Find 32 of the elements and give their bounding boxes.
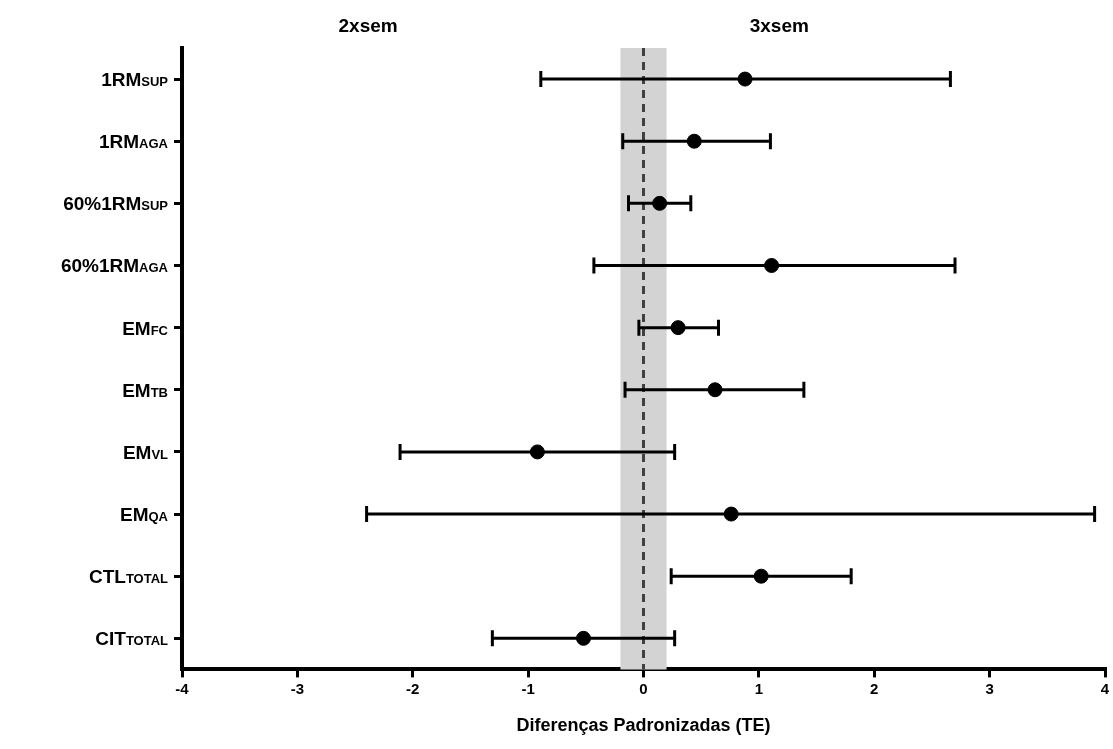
text: 2xsem: [338, 15, 398, 36]
x-tick-label: 0: [639, 679, 648, 697]
y-tick-label: EMFC: [122, 317, 169, 339]
x-tick-label: 4: [1100, 679, 1110, 697]
x-tick-label: -3: [290, 679, 305, 697]
point: [737, 71, 753, 87]
point: [670, 320, 686, 336]
y-tick-label: EMTB: [122, 379, 169, 401]
point: [686, 133, 702, 149]
x-axis-title: Diferenças Padronizadas (TE): [516, 715, 771, 736]
point: [723, 506, 739, 522]
x-tick-label: -4: [175, 679, 190, 697]
point: [707, 382, 723, 398]
x-tick-label: -1: [521, 679, 535, 697]
x-tick-label: 1: [754, 679, 764, 697]
x-tick-label: -2: [406, 679, 420, 697]
y-tick-label: 60%1RMAGA: [60, 255, 169, 277]
x-tick-label: 2: [870, 679, 879, 697]
y-tick-label: 1RMSUP: [101, 69, 169, 91]
x-tick-label: 3: [985, 679, 994, 697]
y-tick-label: CITTOTAL: [95, 628, 169, 650]
text: 3xsem: [749, 15, 809, 36]
y-tick-label: EMVL: [122, 441, 169, 463]
point: [753, 568, 769, 584]
y-tick-label: EMQA: [120, 504, 169, 526]
point: [652, 195, 668, 211]
y-tick-label: CTLTOTAL: [88, 566, 169, 588]
point: [576, 630, 592, 646]
y-tick-label: 1RMAGA: [99, 131, 169, 153]
y-tick-label: 60%1RMSUP: [63, 193, 169, 215]
point: [529, 444, 545, 460]
point: [764, 257, 780, 273]
